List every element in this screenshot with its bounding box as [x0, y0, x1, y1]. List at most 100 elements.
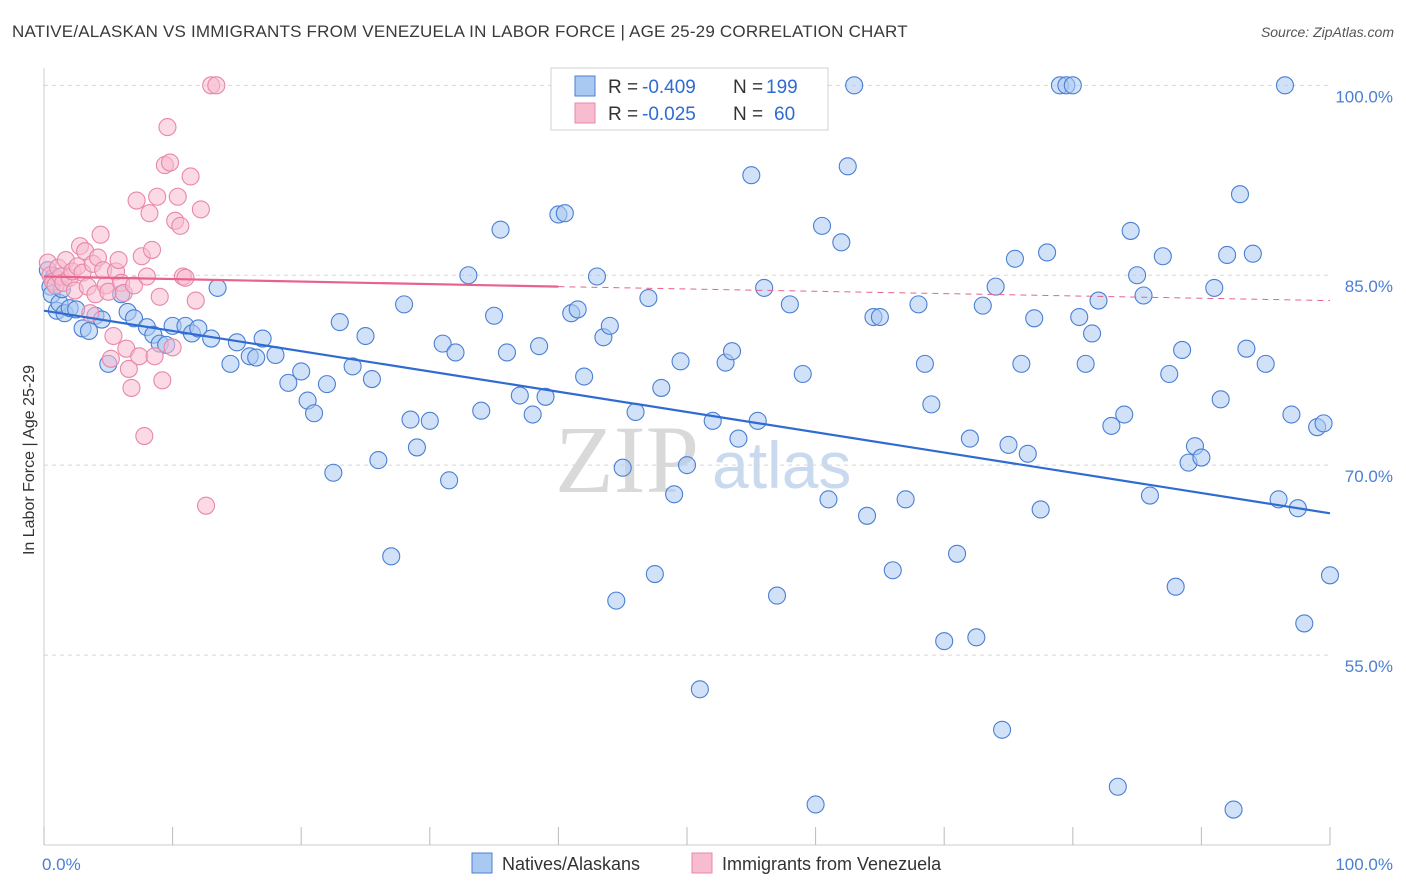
venezuela-point-31: [119, 359, 138, 378]
natives-point-27: [208, 278, 227, 297]
natives-point-127: [1115, 405, 1134, 424]
natives-point-98: [870, 307, 889, 327]
series-natives-points: [38, 76, 1340, 819]
natives-point-78: [677, 456, 697, 475]
venezuela-point-37: [135, 426, 154, 446]
venezuela-point-47: [160, 153, 180, 172]
natives-point-76: [665, 485, 684, 504]
natives-point-38: [317, 375, 336, 394]
natives-point-124: [1089, 291, 1108, 310]
natives-point-149: [1282, 405, 1301, 424]
natives-point-114: [1018, 444, 1037, 463]
natives-point-31: [247, 348, 266, 367]
venezuela-point-50: [168, 187, 187, 206]
natives-point-106: [960, 429, 979, 448]
legend-r-label-1: R =: [608, 77, 638, 98]
venezuela-point-53: [176, 268, 195, 287]
venezuela-point-33: [124, 276, 144, 295]
natives-point-74: [645, 564, 664, 584]
venezuela-point-46: [158, 118, 177, 137]
natives-point-112: [1005, 249, 1024, 268]
series-legend: Natives/Alaskans Immigrants from Venezue…: [471, 852, 942, 874]
trend-line-natives: [43, 309, 1331, 515]
natives-point-133: [1160, 364, 1179, 384]
venezuela-point-54: [181, 167, 200, 186]
natives-point-96: [857, 506, 877, 525]
venezuela-point-51: [171, 216, 190, 235]
natives-point-135: [1173, 340, 1192, 359]
natives-point-70: [607, 591, 626, 610]
natives-point-51: [440, 471, 459, 490]
chart-title: NATIVE/ALASKAN VS IMMIGRANTS FROM VENEZU…: [12, 22, 908, 41]
natives-point-46: [395, 295, 414, 314]
natives-point-145: [1243, 244, 1262, 263]
series-venezuela-points: [38, 76, 226, 515]
natives-point-143: [1230, 185, 1250, 204]
natives-point-91: [812, 216, 832, 235]
natives-point-72: [626, 402, 645, 422]
natives-point-121: [1070, 307, 1089, 327]
natives-point-138: [1192, 448, 1211, 467]
natives-point-58: [510, 386, 529, 405]
natives-point-63: [555, 204, 574, 223]
natives-point-144: [1237, 339, 1256, 358]
venezuela-point-57: [196, 496, 216, 515]
natives-point-131: [1140, 486, 1160, 505]
natives-point-28: [221, 354, 240, 373]
y-tick-label-3: 55.0%: [1345, 657, 1393, 676]
natives-point-103: [922, 395, 941, 414]
x-tick-label-1: 100.0%: [1335, 855, 1393, 874]
bottom-legend-label-natives: Natives/Alaskans: [502, 854, 640, 874]
natives-point-66: [575, 367, 594, 386]
natives-point-17: [124, 309, 144, 328]
natives-point-99: [883, 561, 902, 580]
natives-point-102: [915, 354, 934, 373]
natives-point-123: [1083, 324, 1102, 343]
natives-point-42: [356, 326, 375, 346]
natives-point-47: [401, 410, 420, 429]
natives-point-34: [279, 373, 298, 392]
natives-point-116: [1031, 500, 1050, 519]
natives-point-110: [993, 720, 1012, 739]
x-tick-label-0: 0.0%: [42, 855, 81, 874]
trend-lines: [43, 275, 1331, 515]
natives-point-89: [793, 364, 812, 384]
natives-point-40: [330, 313, 349, 332]
natives-point-109: [986, 277, 1005, 296]
legend-swatch-blue: [574, 75, 596, 97]
natives-point-151: [1295, 614, 1314, 633]
natives-point-35: [292, 362, 311, 381]
natives-point-54: [472, 401, 491, 420]
natives-point-49: [420, 411, 439, 430]
legend-swatch-pink: [574, 102, 596, 124]
natives-point-69: [600, 316, 619, 335]
trend-line-venezuela-extrapolated: [558, 286, 1331, 302]
natives-point-65: [568, 300, 587, 319]
natives-point-85: [748, 411, 767, 430]
stats-legend: R = -0.409 N = 199 R = -0.025 N = 60: [550, 67, 829, 131]
natives-point-93: [832, 233, 851, 252]
watermark: ZIP atlas: [555, 406, 851, 513]
venezuela-point-41: [145, 347, 164, 366]
venezuela-point-24: [101, 349, 120, 368]
natives-point-50: [433, 334, 452, 353]
legend-r-label-2: R =: [608, 104, 638, 125]
legend-n-label-2: N =: [733, 104, 763, 125]
natives-point-126: [1108, 777, 1127, 796]
natives-point-141: [1218, 245, 1237, 265]
natives-point-132: [1153, 247, 1172, 266]
natives-point-61: [536, 387, 555, 406]
y-tick-label-1: 85.0%: [1345, 277, 1393, 296]
venezuela-point-35: [130, 347, 149, 366]
venezuela-point-44: [153, 371, 172, 390]
natives-point-95: [845, 76, 864, 95]
natives-point-120: [1063, 76, 1082, 95]
venezuela-point-40: [142, 240, 162, 259]
natives-point-115: [1025, 309, 1044, 328]
natives-point-113: [1012, 354, 1031, 373]
natives-point-140: [1211, 390, 1230, 409]
natives-point-48: [407, 438, 426, 457]
natives-point-108: [973, 296, 992, 315]
venezuela-point-34: [127, 191, 146, 210]
y-tick-label-2: 70.0%: [1345, 467, 1393, 486]
